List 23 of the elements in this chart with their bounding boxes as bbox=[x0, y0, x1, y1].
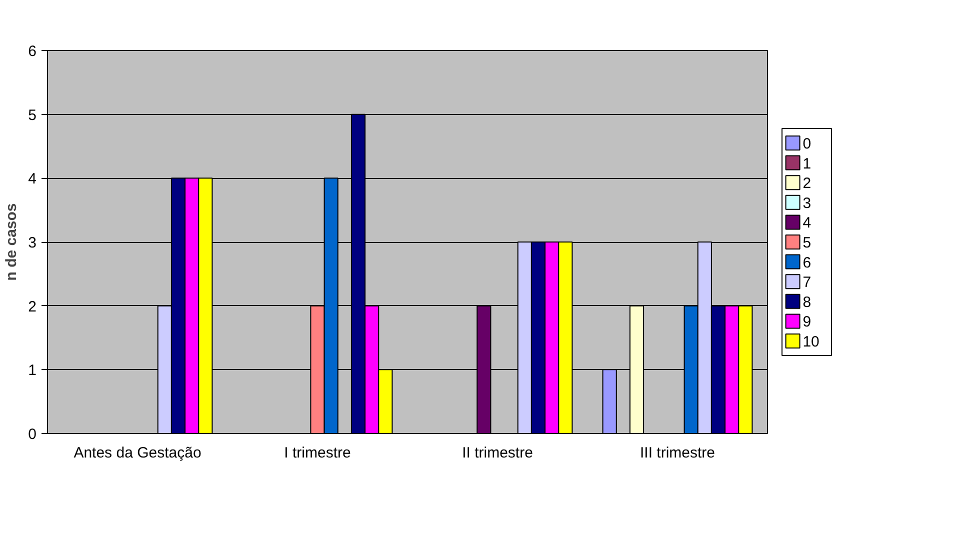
legend-label: 4 bbox=[802, 214, 812, 232]
legend-label: 9 bbox=[802, 314, 812, 331]
legend-label: 7 bbox=[802, 274, 812, 292]
y-tick-label: 4 bbox=[28, 170, 36, 188]
legend-label: 1 bbox=[802, 155, 812, 172]
legend-label: 2 bbox=[802, 175, 812, 192]
legend-label: 6 bbox=[802, 254, 812, 272]
y-tick-label: 1 bbox=[28, 362, 36, 380]
x-tick-label: II trimestre bbox=[462, 444, 533, 462]
y-tick-label: 3 bbox=[28, 234, 36, 252]
y-tick-label: 0 bbox=[28, 426, 36, 443]
y-tick-label: 5 bbox=[28, 106, 36, 124]
y-tick-label: 2 bbox=[28, 298, 36, 316]
legend-label: 5 bbox=[802, 234, 812, 252]
legend-label: 10 bbox=[802, 333, 820, 350]
y-tick-label: 6 bbox=[28, 43, 36, 60]
y-axis-title: n de casos bbox=[3, 203, 20, 281]
x-tick-label: III trimestre bbox=[640, 444, 716, 462]
x-tick-label: Antes da Gestação bbox=[74, 444, 202, 462]
legend-label: 0 bbox=[802, 136, 812, 153]
x-tick-label: I trimestre bbox=[284, 444, 351, 462]
legend-label: 3 bbox=[802, 194, 812, 212]
legend-label: 8 bbox=[802, 294, 812, 311]
